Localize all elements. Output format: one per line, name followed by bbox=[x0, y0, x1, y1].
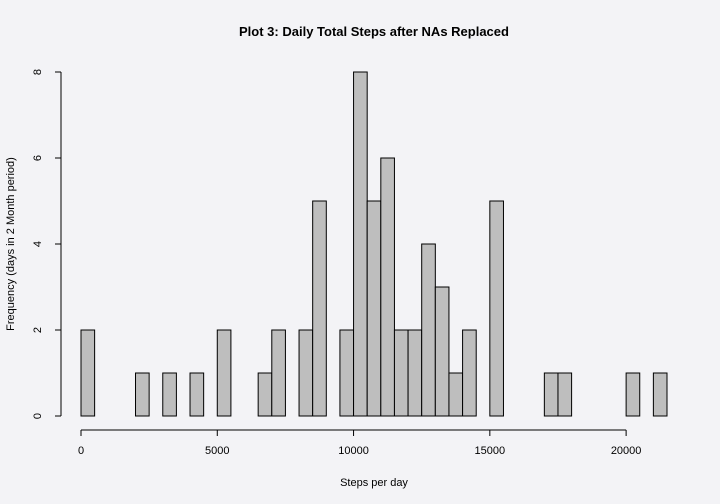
histogram-bar bbox=[162, 372, 177, 417]
histogram-bar bbox=[271, 329, 286, 417]
y-tick-label: 2 bbox=[32, 327, 44, 333]
histogram-bar bbox=[298, 329, 314, 417]
histogram-bar bbox=[380, 157, 395, 417]
histogram-bar bbox=[543, 372, 559, 417]
x-tick-label: 5000 bbox=[205, 445, 229, 457]
histogram-bar bbox=[652, 372, 668, 417]
y-axis-label: Frequency (days in 2 Month period) bbox=[5, 157, 17, 331]
histogram-bar bbox=[462, 329, 477, 417]
x-tick-label: 15000 bbox=[475, 445, 506, 457]
histogram-bar bbox=[448, 372, 464, 417]
x-tick-label: 10000 bbox=[338, 445, 369, 457]
x-tick-label: 0 bbox=[78, 445, 84, 457]
histogram-bar bbox=[434, 286, 450, 417]
x-axis: 0 5000 10000 15000 20000 bbox=[78, 429, 642, 457]
histogram-bar bbox=[80, 329, 96, 417]
x-tick-label: 20000 bbox=[611, 445, 642, 457]
histogram-bar bbox=[625, 372, 641, 417]
histogram-bar bbox=[557, 372, 573, 417]
histogram-bar bbox=[407, 329, 423, 417]
histogram-bar bbox=[489, 200, 504, 417]
histogram-bar bbox=[353, 71, 368, 417]
y-tick-label: 0 bbox=[32, 413, 44, 419]
y-axis: 0 2 4 6 8 bbox=[32, 69, 62, 419]
histogram-bar bbox=[216, 329, 232, 417]
histogram-bar bbox=[257, 372, 273, 417]
y-tick-label: 8 bbox=[32, 69, 44, 75]
chart-title: Plot 3: Daily Total Steps after NAs Repl… bbox=[239, 24, 509, 39]
x-axis-label: Steps per day bbox=[340, 477, 408, 489]
histogram-bar bbox=[189, 372, 205, 417]
histogram-bar bbox=[366, 200, 382, 417]
y-tick-label: 6 bbox=[32, 155, 44, 161]
histogram-bar bbox=[421, 243, 436, 417]
histogram-bar bbox=[312, 200, 327, 417]
y-tick-label: 4 bbox=[32, 241, 44, 247]
bars-group bbox=[80, 71, 668, 417]
histogram-bar bbox=[393, 329, 409, 417]
histogram-bar bbox=[339, 329, 355, 417]
histogram-bar bbox=[135, 372, 150, 417]
